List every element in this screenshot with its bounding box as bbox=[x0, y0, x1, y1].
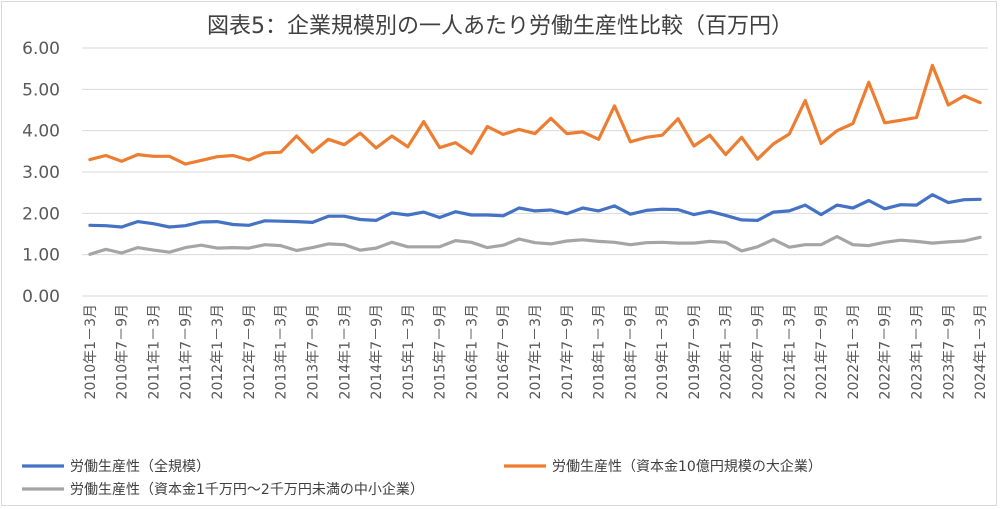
x-tick-label: 2013年7－9月 bbox=[305, 304, 321, 399]
x-tick-label: 2016年7－9月 bbox=[496, 304, 512, 399]
x-tick-label: 2015年7－9月 bbox=[433, 304, 449, 399]
gridlines bbox=[82, 47, 988, 297]
x-tick-label: 2011年1－3月 bbox=[147, 304, 163, 399]
x-tick-label: 2018年1－3月 bbox=[592, 304, 608, 399]
x-tick-label: 2017年1－3月 bbox=[528, 304, 544, 399]
x-tick-label: 2016年1－3月 bbox=[464, 304, 480, 399]
x-tick-label: 2023年7－9月 bbox=[941, 304, 957, 399]
x-tick-label: 2021年7－9月 bbox=[814, 304, 830, 399]
y-tick-label: 2.00 bbox=[22, 204, 60, 224]
x-tick-label: 2019年1－3月 bbox=[655, 304, 671, 399]
y-tick-label: 5.00 bbox=[22, 80, 60, 100]
y-tick-label: 4.00 bbox=[22, 122, 60, 142]
x-tick-label: 2022年7－9月 bbox=[878, 304, 894, 399]
legend: 労働生産性（全規模） 労働生産性（資本金10億円規模の大企業） 労働生産性（資本金1… bbox=[22, 458, 822, 498]
y-tick-label: 1.00 bbox=[22, 246, 60, 266]
y-tick-label: 0.00 bbox=[22, 287, 60, 307]
x-tick-label: 2014年1－3月 bbox=[337, 304, 353, 399]
y-tick-label: 3.00 bbox=[22, 163, 60, 183]
x-tick-label: 2015年1－3月 bbox=[401, 304, 417, 399]
x-tick-label: 2010年1－3月 bbox=[83, 304, 99, 399]
x-tick-label: 2011年7－9月 bbox=[178, 304, 194, 399]
y-axis: 0.00 1.00 2.00 3.00 4.00 5.00 6.00 bbox=[22, 39, 60, 307]
x-tick-label: 2017年7－9月 bbox=[560, 304, 576, 399]
legend-label: 労働生産性（資本金1千万円～2千万円未満の中小企業） bbox=[70, 481, 424, 498]
x-tick-label: 2010年7－9月 bbox=[115, 304, 131, 399]
x-tick-label: 2013年1－3月 bbox=[274, 304, 290, 399]
x-tick-label: 2024年1－3月 bbox=[973, 304, 989, 399]
chart-title: 図表5：企業規模別の一人あたり労働生産性比較（百万円） bbox=[207, 14, 793, 39]
x-tick-label: 2012年1－3月 bbox=[210, 304, 226, 399]
series-line-2 bbox=[88, 234, 982, 256]
x-tick-label: 2023年1－3月 bbox=[909, 304, 925, 399]
x-tick-label: 2021年1－3月 bbox=[782, 304, 798, 399]
x-tick-label: 2019年7－9月 bbox=[687, 304, 703, 399]
x-tick-label: 2022年1－3月 bbox=[846, 304, 862, 399]
series-lines bbox=[88, 63, 982, 256]
x-axis: 2010年1－3月 2010年7－9月 2011年1－3月 2011年7－9月 2012… bbox=[83, 304, 989, 399]
series-line-0 bbox=[88, 193, 982, 229]
x-tick-label: 2012年7－9月 bbox=[242, 304, 258, 399]
series-line-1 bbox=[88, 63, 982, 166]
legend-label: 労働生産性（全規模） bbox=[70, 458, 210, 475]
x-tick-label: 2014年7－9月 bbox=[369, 304, 385, 399]
x-tick-label: 2018年7－9月 bbox=[623, 304, 639, 399]
y-tick-label: 6.00 bbox=[22, 39, 60, 59]
legend-label: 労働生産性（資本金10億円規模の大企業） bbox=[552, 458, 822, 475]
x-tick-label: 2020年1－3月 bbox=[719, 304, 735, 399]
x-tick-label: 2020年7－9月 bbox=[751, 304, 767, 399]
